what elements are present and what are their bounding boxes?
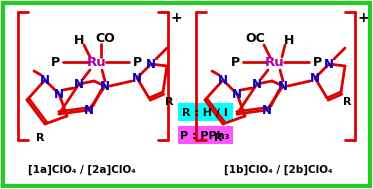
Text: +: + (357, 11, 369, 25)
Text: P: P (313, 56, 322, 68)
Bar (178, 103, 233, 121)
Text: H: H (74, 33, 84, 46)
Text: R : H / I: R : H / I (182, 108, 228, 118)
Text: N: N (146, 57, 156, 70)
Text: N: N (74, 77, 84, 91)
Text: P: P (231, 56, 239, 68)
Text: N: N (100, 80, 110, 92)
Text: N: N (84, 104, 94, 116)
Text: N: N (40, 74, 50, 87)
Text: N: N (218, 74, 228, 87)
Text: N: N (132, 71, 142, 84)
Text: R: R (36, 133, 44, 143)
Text: OC: OC (245, 32, 265, 44)
Text: N: N (278, 80, 288, 92)
Text: [1b]ClO₄ / [2b]ClO₄: [1b]ClO₄ / [2b]ClO₄ (224, 165, 332, 175)
Text: R: R (343, 97, 351, 107)
Text: CO: CO (95, 32, 115, 44)
Bar (178, 126, 233, 144)
Text: N: N (310, 71, 320, 84)
Text: [1a]ClO₄ / [2a]ClO₄: [1a]ClO₄ / [2a]ClO₄ (28, 165, 136, 175)
Text: P : PPh₃: P : PPh₃ (180, 131, 230, 141)
Text: N: N (252, 77, 262, 91)
Text: N: N (232, 88, 242, 101)
Text: N: N (324, 57, 334, 70)
Text: Ru: Ru (265, 56, 285, 68)
Text: R: R (214, 133, 222, 143)
Text: N: N (54, 88, 64, 101)
Text: R: R (165, 97, 173, 107)
Text: N: N (262, 104, 272, 116)
Text: Ru: Ru (87, 56, 107, 68)
Text: P: P (50, 56, 60, 68)
Text: +: + (170, 11, 182, 25)
Text: P: P (132, 56, 142, 68)
Text: H: H (284, 33, 294, 46)
